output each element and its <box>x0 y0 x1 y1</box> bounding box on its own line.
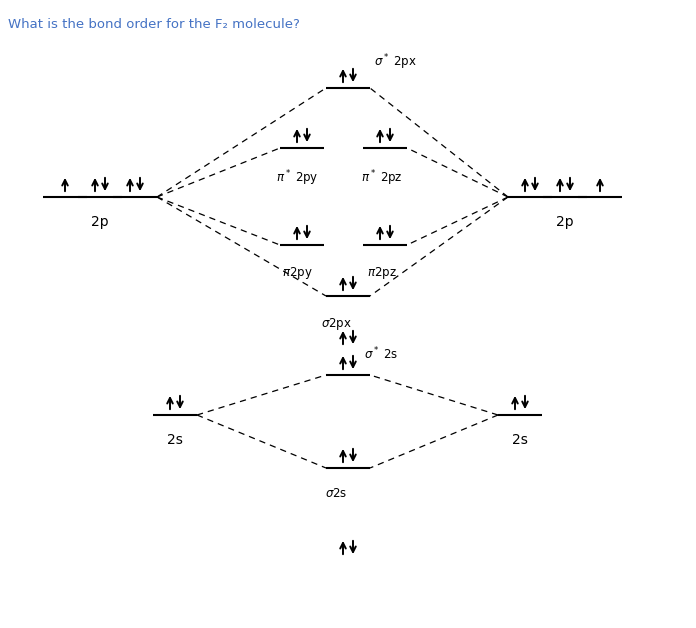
Text: $\pi$2py: $\pi$2py <box>282 265 313 281</box>
Text: $\sigma^*$ 2px: $\sigma^*$ 2px <box>374 52 417 72</box>
Text: $\sigma$2px: $\sigma$2px <box>321 316 351 332</box>
Text: 2p: 2p <box>91 215 109 229</box>
Text: 2s: 2s <box>167 433 183 447</box>
Text: 2s: 2s <box>512 433 528 447</box>
Text: $\sigma^*$ 2s: $\sigma^*$ 2s <box>364 345 398 362</box>
Text: 2p: 2p <box>556 215 574 229</box>
Text: $\sigma$2s: $\sigma$2s <box>325 487 347 500</box>
Text: What is the bond order for the F₂ molecule?: What is the bond order for the F₂ molecu… <box>8 18 300 31</box>
Text: $\pi$2pz: $\pi$2pz <box>367 265 397 281</box>
Text: $\pi^*$ 2pz: $\pi^*$ 2pz <box>361 168 403 188</box>
Text: $\pi^*$ 2py: $\pi^*$ 2py <box>276 168 318 188</box>
